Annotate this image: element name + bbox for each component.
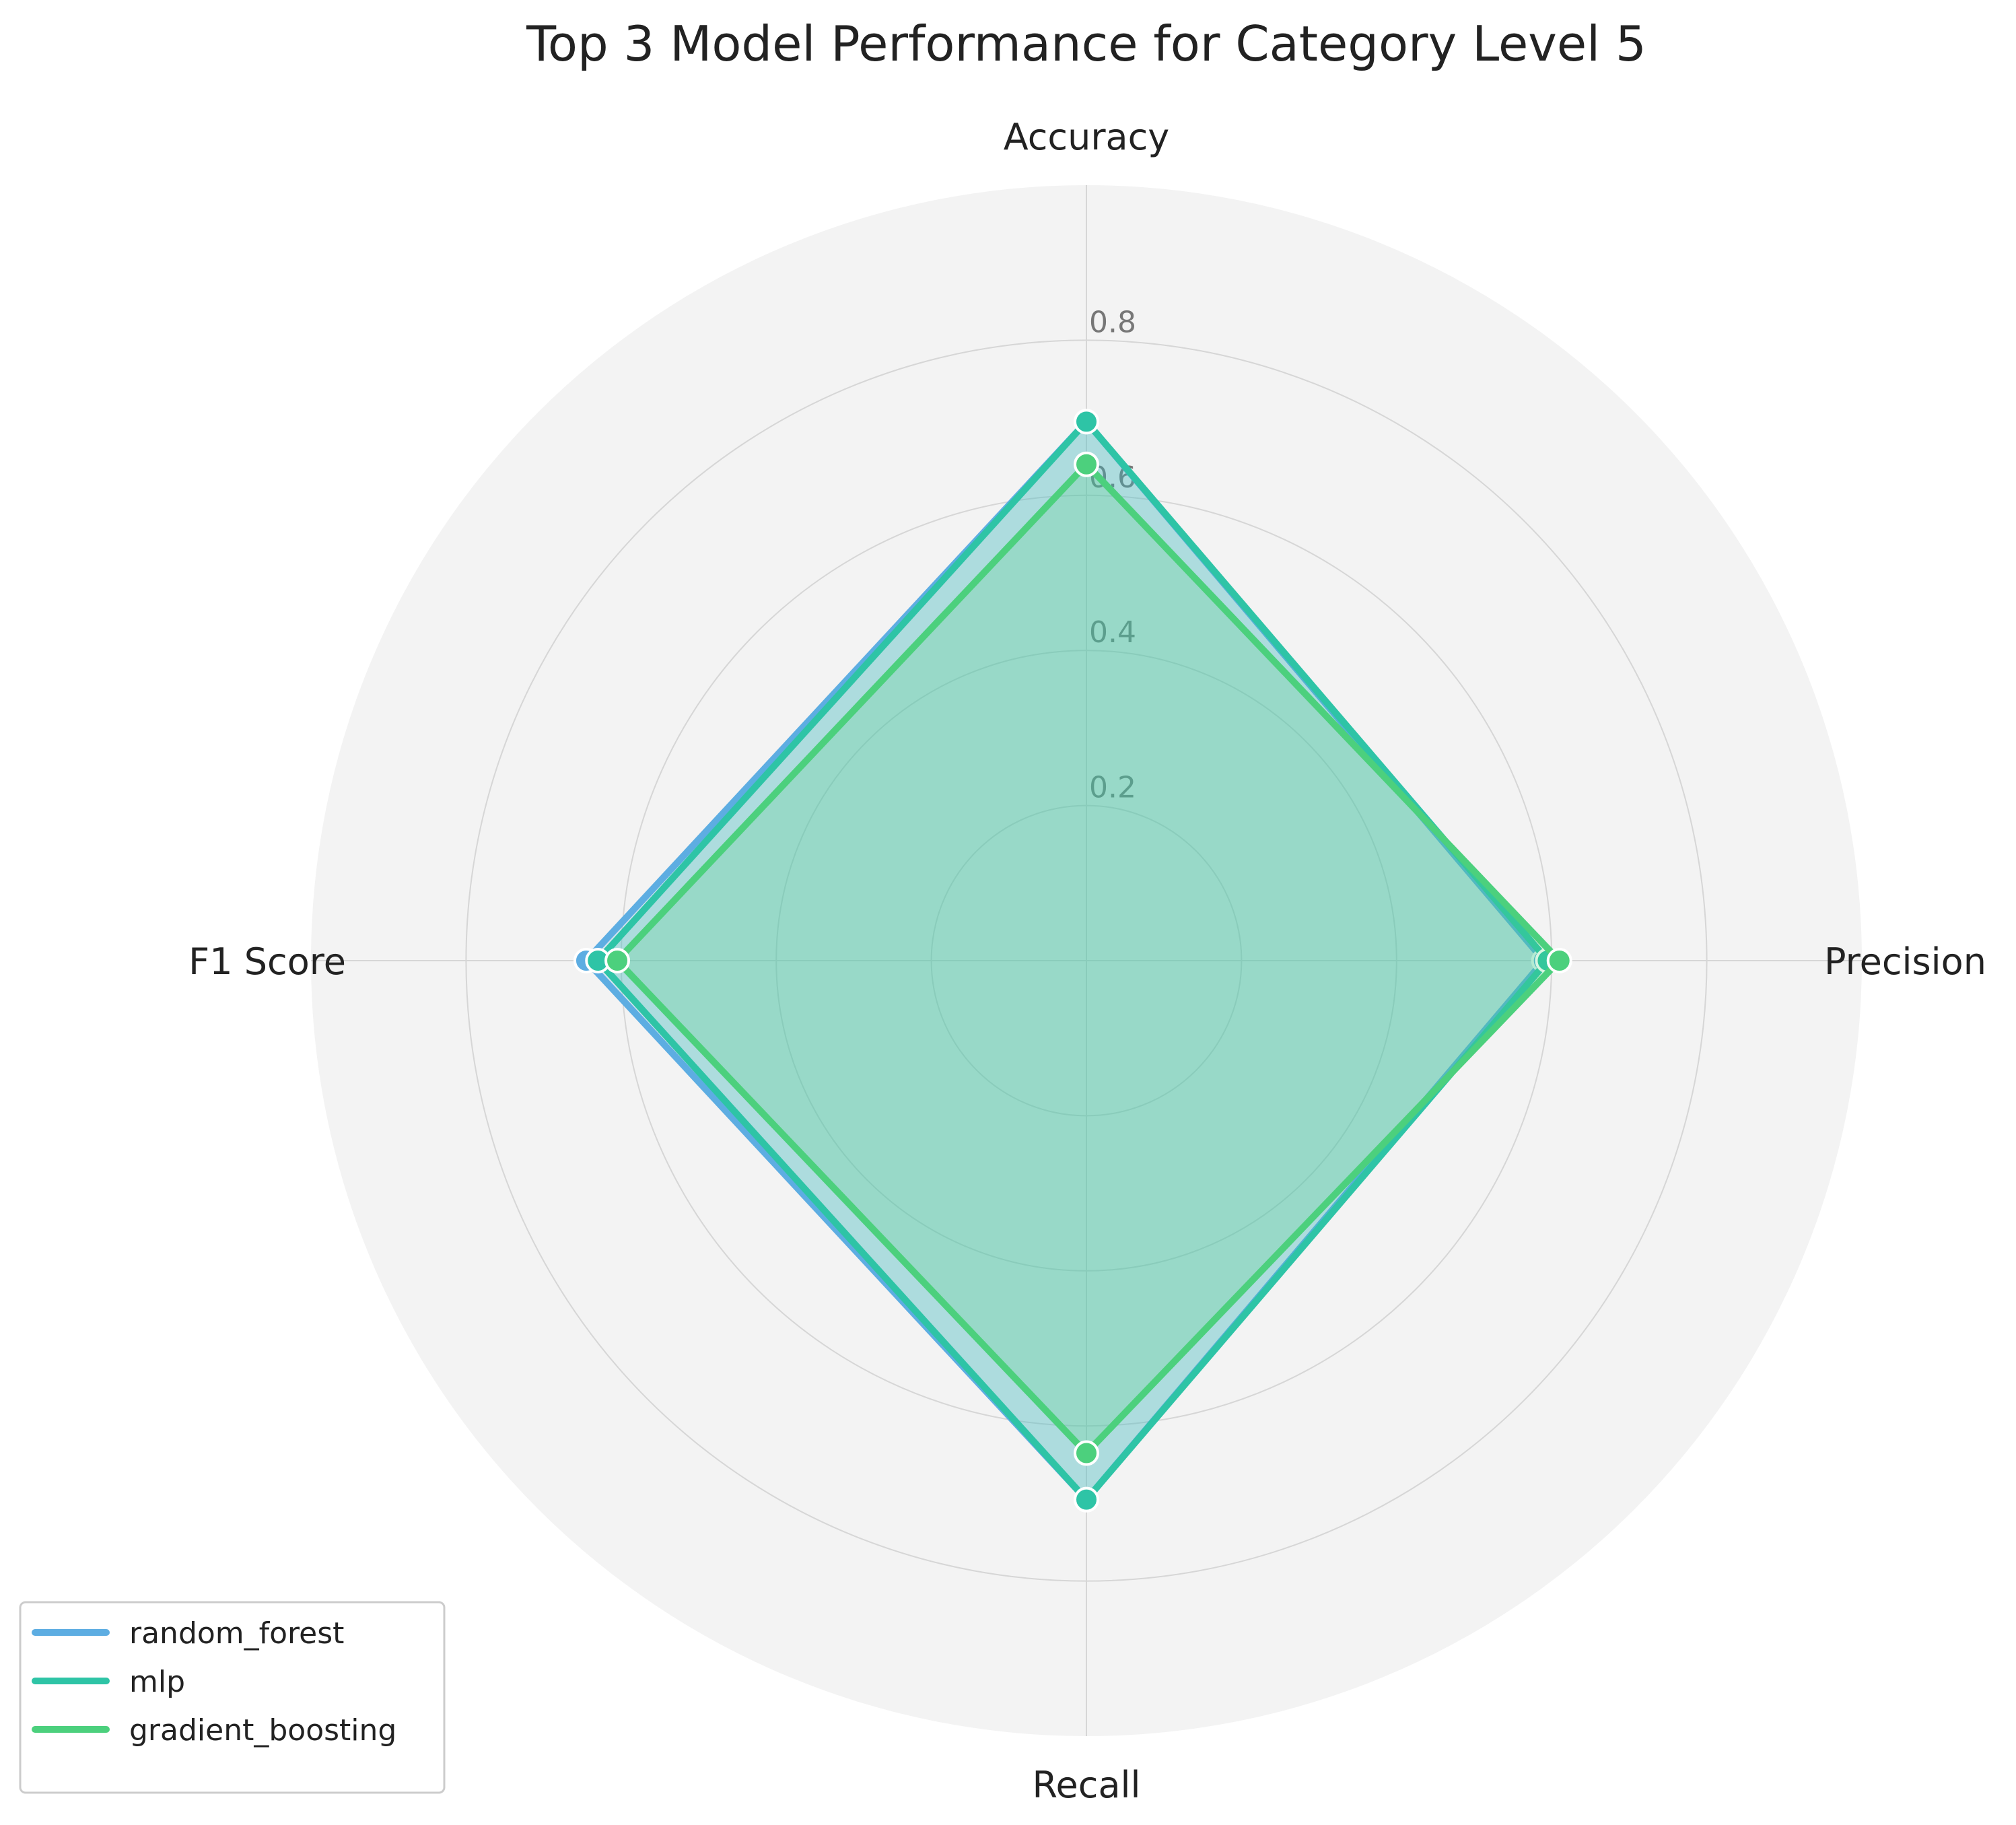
r-tick-label: 0.8 <box>1089 305 1136 339</box>
series-mlp-point-recall <box>1074 1486 1099 1513</box>
r-tick-label: 0.4 <box>1089 615 1136 650</box>
series-mlp-point-accuracy <box>1074 409 1099 435</box>
axis-label-recall: Recall <box>1032 1764 1140 1806</box>
legend: random_forest mlp gradient_boosting <box>19 1601 446 1794</box>
series-gradient-boosting-point-recall <box>1074 1440 1099 1466</box>
axis-label-precision: Precision <box>1824 940 1986 983</box>
legend-label-random-forest: random_forest <box>129 1616 344 1651</box>
axis-label-accuracy: Accuracy <box>1004 116 1170 158</box>
legend-box <box>19 1601 446 1794</box>
r-tick-label: 0.2 <box>1089 771 1136 805</box>
axis-label-f1-score: F1 Score <box>188 940 346 983</box>
axis-spokes <box>311 185 1862 1736</box>
legend-label-mlp: mlp <box>129 1665 185 1699</box>
series-gradient-boosting-point-precision <box>1546 948 1572 973</box>
series-layer <box>573 409 1572 1513</box>
series-gradient-boosting-point-f1-score <box>604 948 631 973</box>
chart-title: Top 3 Model Performance for Category Lev… <box>526 15 1646 72</box>
series-gradient-boosting-point-accuracy <box>1074 451 1099 477</box>
legend-label-gradient-boosting: gradient_boosting <box>129 1713 396 1748</box>
